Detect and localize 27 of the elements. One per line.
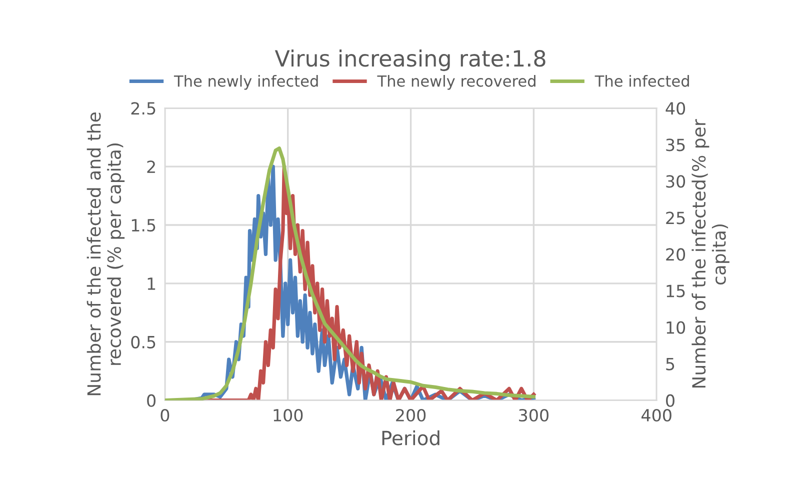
y-tick-label: 2.5	[131, 102, 156, 115]
y-tick-label: 2	[147, 160, 155, 173]
x-tick-label: 400	[642, 408, 672, 422]
chart-title: Virus increasing rate:1.8	[274, 50, 546, 72]
x-tick-label: 100	[274, 408, 303, 422]
y2-tick-label: 30	[666, 175, 686, 188]
y2-tick-label: 40	[666, 102, 686, 115]
x-axis-title: Period	[382, 430, 440, 446]
y-tick-label: 0.5	[131, 336, 156, 348]
x-tick-label: 200	[396, 408, 426, 422]
legend-label: The newly recovered	[377, 74, 536, 90]
legend-label: The newly infected	[174, 74, 318, 90]
y-tick-label: 1.5	[132, 219, 156, 232]
y2-tick-label: 10	[666, 321, 686, 334]
y2-tick-label: 15	[666, 284, 685, 298]
legend-label: The infected	[594, 74, 689, 87]
y2-tick-label: 35	[666, 138, 685, 152]
y2-tick-label: 20	[666, 248, 686, 261]
x-tick-label: 0	[160, 408, 170, 422]
x-tick-label: 300	[519, 408, 548, 422]
y2-tick-label: 5	[666, 358, 674, 370]
y2-axis-title: Number of the infected(% per capita)	[692, 119, 730, 388]
y2-tick-label: 25	[666, 212, 685, 224]
y-tick-label: 0	[147, 394, 156, 407]
y2-tick-label: 0	[666, 394, 674, 407]
y-tick-label: 1	[148, 278, 156, 290]
y-axis-title: Number of the infected and the recovered (% per capita)	[86, 112, 125, 396]
